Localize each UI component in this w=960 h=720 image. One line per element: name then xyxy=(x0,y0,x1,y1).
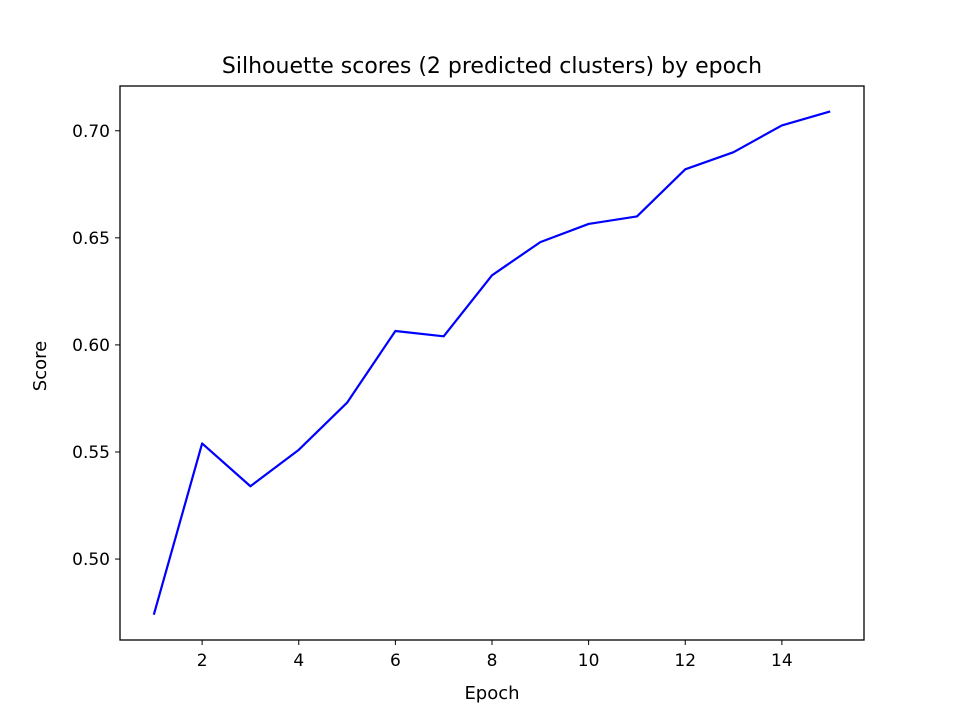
x-tick-label: 6 xyxy=(390,651,401,671)
y-tick-label: 0.70 xyxy=(72,122,110,142)
y-axis: 0.50 0.55 0.60 0.65 0.70 xyxy=(72,122,120,570)
y-tick-label: 0.60 xyxy=(72,336,110,356)
x-tick-label: 2 xyxy=(197,651,208,671)
series-line-0 xyxy=(152,110,831,616)
plot-area xyxy=(152,110,831,616)
y-tick-label: 0.50 xyxy=(72,550,110,570)
y-tick-label: 0.65 xyxy=(72,229,110,249)
x-tick-label: 10 xyxy=(578,651,600,671)
x-axis: 2 4 6 8 10 12 14 xyxy=(197,640,793,671)
y-tick-label: 0.55 xyxy=(72,443,110,463)
y-axis-label: Score xyxy=(30,341,51,391)
x-tick-label: 4 xyxy=(293,651,304,671)
x-tick-label: 14 xyxy=(771,651,793,671)
chart-title: Silhouette scores (2 predicted clusters)… xyxy=(222,54,762,79)
x-tick-label: 12 xyxy=(674,651,696,671)
x-tick-label: 8 xyxy=(487,651,498,671)
x-axis-label: Epoch xyxy=(464,683,519,704)
